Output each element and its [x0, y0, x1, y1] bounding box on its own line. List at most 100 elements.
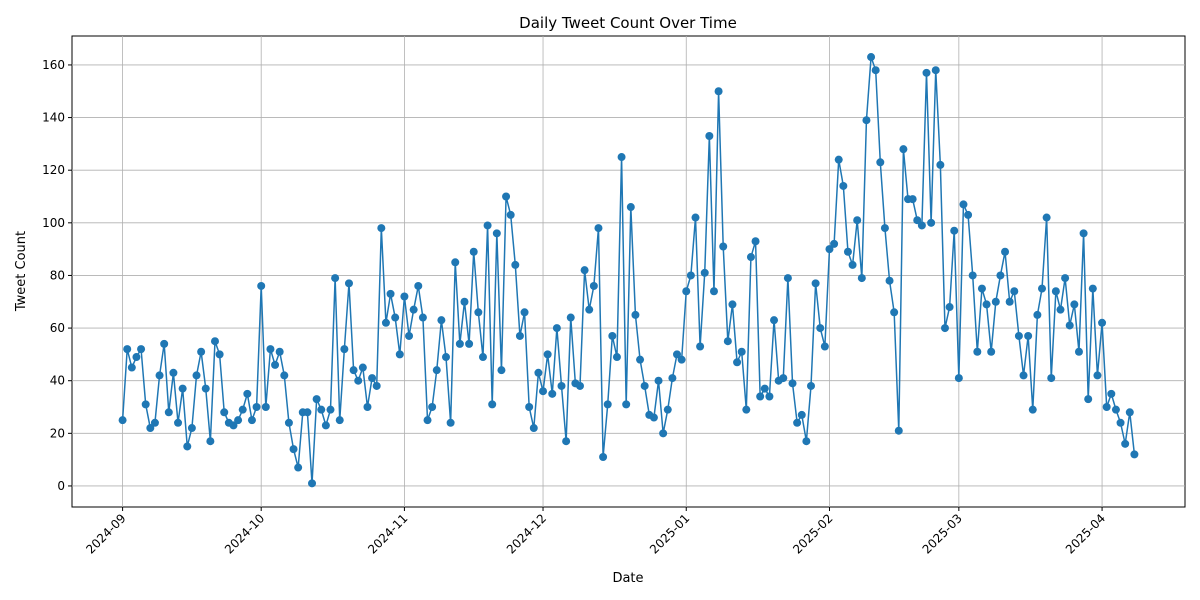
marker: [968, 271, 977, 280]
marker: [284, 418, 293, 427]
marker: [358, 363, 367, 372]
marker: [271, 360, 280, 369]
marker: [982, 300, 991, 309]
marker: [483, 221, 492, 230]
marker: [899, 145, 908, 154]
x-tick-label: 2024-11: [365, 511, 410, 556]
marker: [996, 271, 1005, 280]
marker: [626, 203, 635, 212]
marker: [465, 339, 474, 348]
marker: [636, 355, 645, 364]
marker: [1111, 405, 1120, 414]
marker: [950, 226, 959, 235]
marker: [118, 416, 127, 425]
marker: [820, 342, 829, 351]
marker: [405, 331, 414, 340]
marker: [123, 345, 132, 354]
marker: [830, 239, 839, 248]
marker: [1130, 450, 1139, 459]
marker: [1121, 439, 1130, 448]
marker: [243, 389, 252, 398]
marker: [257, 281, 266, 290]
marker: [940, 324, 949, 333]
marker: [608, 331, 617, 340]
marker: [289, 445, 298, 454]
marker: [885, 276, 894, 285]
marker: [1088, 284, 1097, 293]
marker: [552, 324, 561, 333]
y-tick-label: 40: [50, 374, 65, 388]
marker: [1070, 300, 1079, 309]
marker: [843, 247, 852, 256]
marker: [890, 308, 899, 317]
marker: [580, 266, 589, 275]
marker: [733, 358, 742, 367]
marker: [589, 281, 598, 290]
marker: [964, 210, 973, 219]
marker: [1084, 395, 1093, 404]
marker: [668, 374, 677, 383]
marker: [779, 374, 788, 383]
marker: [178, 384, 187, 393]
marker: [321, 421, 330, 430]
marker: [709, 287, 718, 296]
marker: [880, 224, 889, 233]
marker: [760, 384, 769, 393]
marker: [1005, 297, 1014, 306]
marker: [977, 284, 986, 293]
marker: [381, 318, 390, 327]
marker: [1061, 274, 1070, 283]
marker: [455, 339, 464, 348]
marker: [312, 395, 321, 404]
marker: [862, 116, 871, 125]
marker: [127, 363, 136, 372]
marker: [765, 392, 774, 401]
marker: [132, 353, 141, 362]
marker: [756, 392, 765, 401]
y-tick-label: 100: [42, 216, 65, 230]
marker: [344, 279, 353, 288]
marker: [506, 210, 515, 219]
marker: [266, 345, 275, 354]
marker: [783, 274, 792, 283]
marker: [649, 413, 658, 422]
x-tick-label: 2024-10: [222, 511, 267, 556]
marker: [917, 221, 926, 230]
marker: [247, 416, 256, 425]
marker: [691, 213, 700, 222]
marker: [751, 237, 760, 246]
marker: [705, 131, 714, 140]
marker: [201, 384, 210, 393]
marker: [137, 345, 146, 354]
marker: [252, 403, 261, 412]
marker: [677, 355, 686, 364]
marker: [954, 374, 963, 383]
marker: [169, 368, 178, 377]
marker: [723, 337, 732, 346]
marker: [432, 366, 441, 375]
marker: [1019, 371, 1028, 380]
marker: [973, 347, 982, 356]
marker: [728, 300, 737, 309]
marker: [594, 224, 603, 233]
line: [121, 56, 1136, 484]
marker: [737, 347, 746, 356]
marker: [585, 305, 594, 314]
marker: [793, 418, 802, 427]
marker: [275, 347, 284, 356]
marker: [936, 160, 945, 169]
marker: [839, 181, 848, 190]
marker: [834, 155, 843, 164]
marker: [848, 260, 857, 269]
marker: [1098, 318, 1107, 327]
marker: [816, 324, 825, 333]
marker: [354, 376, 363, 385]
y-tick-label: 80: [50, 268, 65, 282]
marker: [386, 289, 395, 298]
marker: [294, 463, 303, 472]
marker: [234, 416, 243, 425]
marker: [853, 216, 862, 225]
marker: [469, 247, 478, 256]
x-tick-label: 2025-04: [1063, 511, 1108, 556]
